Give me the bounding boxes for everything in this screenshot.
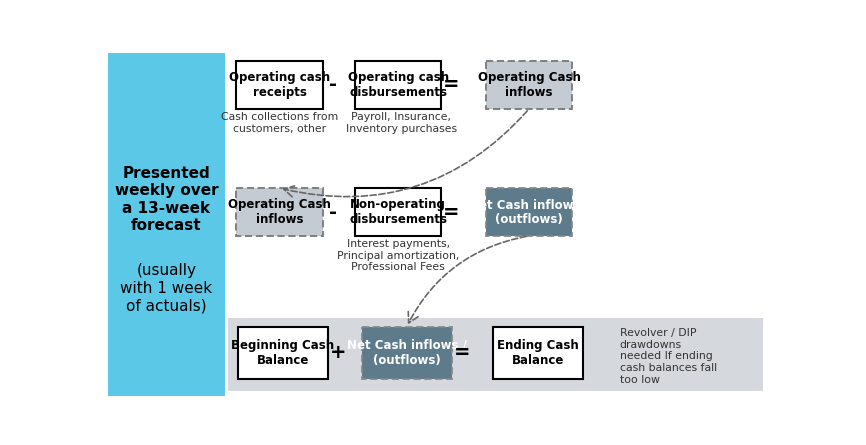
Text: Interest payments,
Principal amortization,
Professional Fees: Interest payments, Principal amortizatio… xyxy=(337,239,459,272)
Text: Operating cash
receipts: Operating cash receipts xyxy=(229,71,330,99)
FancyArrowPatch shape xyxy=(284,111,527,197)
Text: Net Cash inflows /
(outflows): Net Cash inflows / (outflows) xyxy=(469,198,589,226)
Bar xyxy=(236,188,323,236)
Text: =: = xyxy=(454,344,470,362)
Bar xyxy=(355,188,442,236)
Text: Ending Cash
Balance: Ending Cash Balance xyxy=(497,339,578,367)
Text: Operating Cash
inflows: Operating Cash inflows xyxy=(478,71,580,99)
Bar xyxy=(494,327,583,379)
Text: Operating cash
disbursements: Operating cash disbursements xyxy=(347,71,449,99)
Bar xyxy=(486,188,572,236)
FancyArrowPatch shape xyxy=(408,236,527,323)
Text: -: - xyxy=(329,202,337,222)
Text: Revolver / DIP
drawdowns
needed If ending
cash balances fall
too low: Revolver / DIP drawdowns needed If endin… xyxy=(620,328,717,384)
Text: Cash collections from
customers, other: Cash collections from customers, other xyxy=(221,112,338,134)
Text: Operating Cash
inflows: Operating Cash inflows xyxy=(228,198,331,226)
Bar xyxy=(236,61,323,109)
Text: Presented
weekly over
a 13-week
forecast: Presented weekly over a 13-week forecast xyxy=(114,166,218,233)
Bar xyxy=(229,318,763,391)
Bar xyxy=(238,327,327,379)
Bar xyxy=(486,61,572,109)
Text: Non-operating
disbursements: Non-operating disbursements xyxy=(349,198,447,226)
Bar xyxy=(355,61,442,109)
Text: =: = xyxy=(443,76,460,94)
Text: Payroll, Insurance,
Inventory purchases: Payroll, Insurance, Inventory purchases xyxy=(346,112,456,134)
Text: Net Cash inflows /
(outflows): Net Cash inflows / (outflows) xyxy=(347,339,467,367)
Text: Beginning Cash
Balance: Beginning Cash Balance xyxy=(231,339,334,367)
Text: +: + xyxy=(329,344,346,362)
Text: -: - xyxy=(329,76,337,94)
Bar xyxy=(363,327,451,379)
Text: (usually
with 1 week
of actuals): (usually with 1 week of actuals) xyxy=(120,263,212,313)
Bar xyxy=(108,53,224,396)
Text: =: = xyxy=(443,202,460,222)
